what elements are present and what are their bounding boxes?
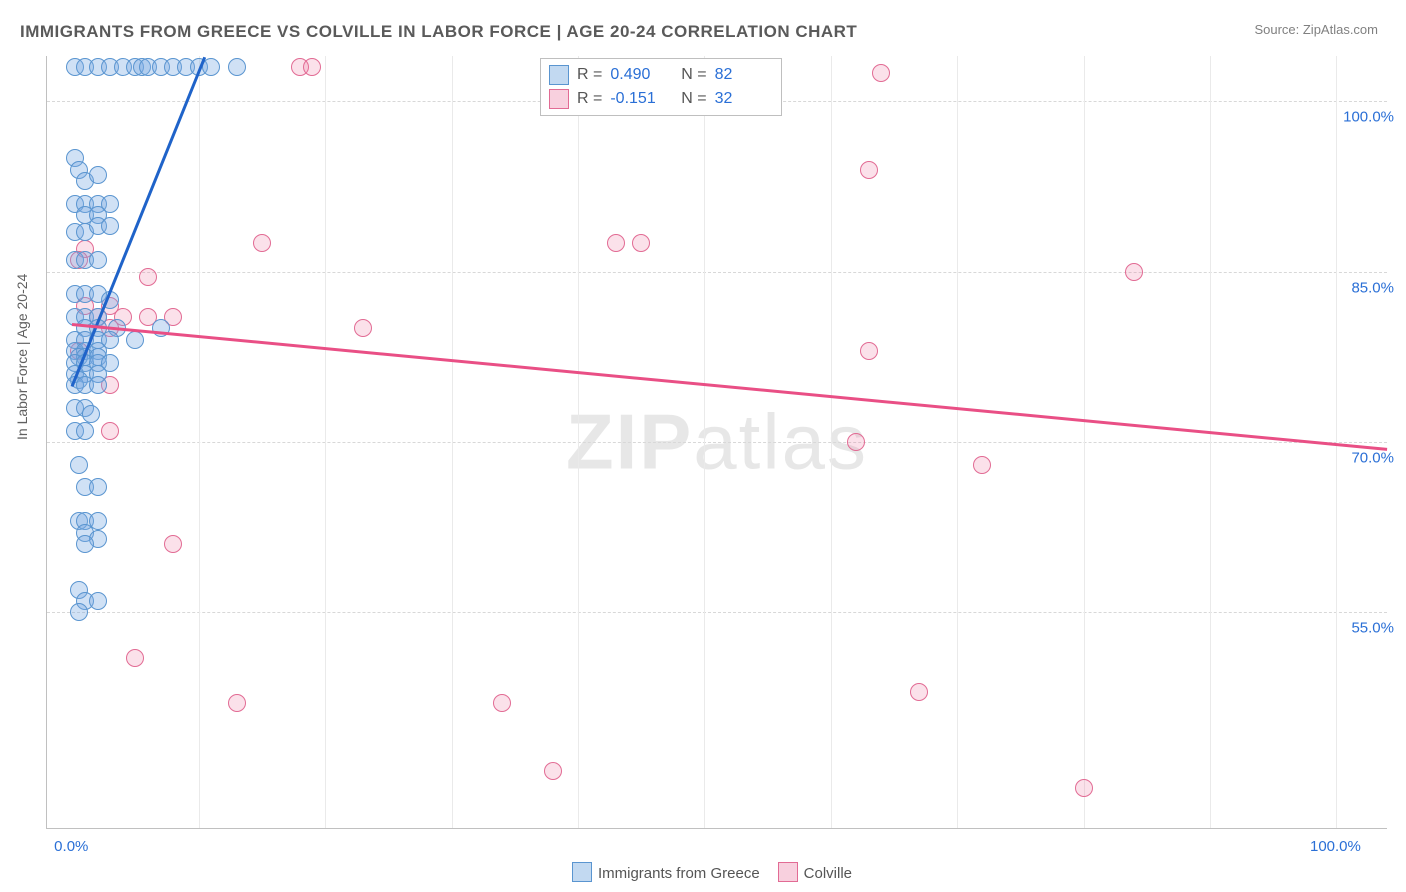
scatter-point-greece bbox=[89, 166, 107, 184]
scatter-point-colville bbox=[164, 535, 182, 553]
gridline-v bbox=[1210, 56, 1211, 828]
scatter-point-colville bbox=[973, 456, 991, 474]
scatter-point-greece bbox=[70, 603, 88, 621]
legend-swatch bbox=[778, 862, 798, 882]
scatter-point-greece bbox=[89, 478, 107, 496]
scatter-point-colville bbox=[126, 649, 144, 667]
scatter-point-colville bbox=[253, 234, 271, 252]
x-tick-label: 100.0% bbox=[1310, 838, 1361, 855]
legend-swatch bbox=[549, 65, 569, 85]
y-tick-label: 85.0% bbox=[1351, 279, 1394, 296]
scatter-point-colville bbox=[632, 234, 650, 252]
x-tick-label: 0.0% bbox=[54, 838, 88, 855]
scatter-point-greece bbox=[70, 456, 88, 474]
scatter-point-colville bbox=[607, 234, 625, 252]
legend-swatch bbox=[549, 89, 569, 109]
legend-r-label: R = bbox=[577, 90, 602, 108]
legend-stats-row: R = 0.490 N = 82 bbox=[549, 63, 769, 87]
gridline-h bbox=[47, 612, 1387, 613]
scatter-point-colville bbox=[101, 422, 119, 440]
scatter-point-greece bbox=[76, 535, 94, 553]
scatter-point-colville bbox=[860, 161, 878, 179]
legend-n-value: 82 bbox=[715, 66, 769, 84]
scatter-point-greece bbox=[89, 251, 107, 269]
legend-series-label: Immigrants from Greece bbox=[598, 865, 760, 882]
trendline-colville bbox=[72, 323, 1387, 451]
legend-r-value: 0.490 bbox=[610, 66, 664, 84]
scatter-point-colville bbox=[228, 694, 246, 712]
scatter-point-greece bbox=[126, 331, 144, 349]
gridline-v bbox=[199, 56, 200, 828]
scatter-point-colville bbox=[860, 342, 878, 360]
legend-stats-row: R = -0.151 N = 32 bbox=[549, 87, 769, 111]
chart-plot-area: ZIPatlas bbox=[46, 56, 1387, 829]
y-tick-label: 55.0% bbox=[1351, 620, 1394, 637]
gridline-v bbox=[957, 56, 958, 828]
scatter-point-greece bbox=[228, 58, 246, 76]
scatter-point-greece bbox=[82, 405, 100, 423]
scatter-point-greece bbox=[76, 422, 94, 440]
gridline-v bbox=[831, 56, 832, 828]
gridline-h bbox=[47, 442, 1387, 443]
scatter-point-colville bbox=[1075, 779, 1093, 797]
scatter-point-colville bbox=[910, 683, 928, 701]
chart-title: IMMIGRANTS FROM GREECE VS COLVILLE IN LA… bbox=[20, 22, 857, 42]
scatter-point-colville bbox=[1125, 263, 1143, 281]
source-prefix: Source: bbox=[1254, 22, 1302, 37]
scatter-point-colville bbox=[493, 694, 511, 712]
gridline-v bbox=[1084, 56, 1085, 828]
gridline-v bbox=[325, 56, 326, 828]
scatter-point-colville bbox=[354, 319, 372, 337]
y-tick-label: 70.0% bbox=[1351, 450, 1394, 467]
gridline-v bbox=[1336, 56, 1337, 828]
scatter-point-colville bbox=[544, 762, 562, 780]
legend-n-label: N = bbox=[672, 90, 706, 108]
legend-r-value: -0.151 bbox=[610, 90, 664, 108]
legend-n-value: 32 bbox=[715, 90, 769, 108]
y-tick-label: 100.0% bbox=[1343, 109, 1394, 126]
source-link[interactable]: ZipAtlas.com bbox=[1303, 22, 1378, 37]
y-axis-title: In Labor Force | Age 20-24 bbox=[14, 274, 30, 440]
legend-r-label: R = bbox=[577, 66, 602, 84]
legend-n-label: N = bbox=[672, 66, 706, 84]
scatter-point-colville bbox=[303, 58, 321, 76]
scatter-point-colville bbox=[872, 64, 890, 82]
legend-series-label: Colville bbox=[804, 865, 852, 882]
gridline-v bbox=[578, 56, 579, 828]
scatter-point-greece bbox=[89, 592, 107, 610]
scatter-point-greece bbox=[101, 217, 119, 235]
legend-stats: R = 0.490 N = 82R = -0.151 N = 32 bbox=[540, 58, 782, 116]
scatter-point-colville bbox=[847, 433, 865, 451]
gridline-v bbox=[452, 56, 453, 828]
gridline-h bbox=[47, 272, 1387, 273]
legend-swatch bbox=[572, 862, 592, 882]
scatter-point-greece bbox=[89, 376, 107, 394]
source-attribution: Source: ZipAtlas.com bbox=[1254, 22, 1378, 37]
scatter-point-greece bbox=[202, 58, 220, 76]
legend-series: Immigrants from Greece Colville bbox=[0, 862, 1406, 882]
gridline-v bbox=[704, 56, 705, 828]
scatter-point-colville bbox=[139, 268, 157, 286]
